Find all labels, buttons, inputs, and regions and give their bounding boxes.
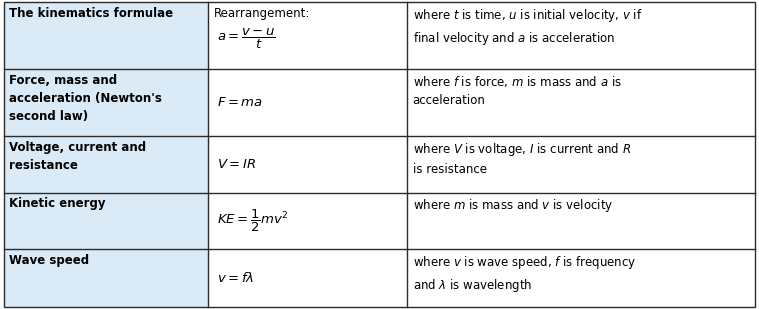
Text: Force, mass and
acceleration (Newton's
second law): Force, mass and acceleration (Newton's s…	[9, 74, 162, 123]
Text: Voltage, current and
resistance: Voltage, current and resistance	[9, 141, 146, 172]
Bar	[4, 193, 208, 249]
Text: where $m$ is mass and $v$ is velocity: where $m$ is mass and $v$ is velocity	[413, 197, 613, 214]
Text: where $t$ is time, $u$ is initial velocity, $v$ if
final velocity and $a$ is acc: where $t$ is time, $u$ is initial veloci…	[413, 7, 642, 47]
Text: Wave speed: Wave speed	[9, 254, 90, 267]
Bar	[408, 193, 755, 249]
Bar	[408, 69, 755, 136]
Text: $V = IR$: $V = IR$	[217, 158, 257, 171]
Text: Kinetic energy: Kinetic energy	[9, 197, 106, 210]
Text: $F = ma$: $F = ma$	[217, 96, 263, 109]
Bar	[208, 69, 408, 136]
Text: where $f$ is force, $m$ is mass and $a$ is
acceleration: where $f$ is force, $m$ is mass and $a$ …	[413, 74, 622, 107]
Bar	[4, 69, 208, 136]
Text: where $v$ is wave speed, $f$ is frequency
and $\lambda$ is wavelength: where $v$ is wave speed, $f$ is frequenc…	[413, 254, 636, 294]
Bar	[408, 136, 755, 193]
Bar	[208, 193, 408, 249]
Bar	[208, 136, 408, 193]
Bar	[4, 136, 208, 193]
Text: The kinematics formulae: The kinematics formulae	[9, 7, 173, 20]
Bar	[4, 249, 208, 307]
Text: Rearrangement:: Rearrangement:	[213, 7, 310, 20]
Text: $KE = \dfrac{1}{2}mv^2$: $KE = \dfrac{1}{2}mv^2$	[217, 208, 289, 234]
Text: where $V$ is voltage, $I$ is current and $R$
is resistance: where $V$ is voltage, $I$ is current and…	[413, 141, 631, 176]
Text: $v = f\lambda$: $v = f\lambda$	[217, 271, 254, 286]
Bar	[208, 2, 408, 69]
Bar	[208, 249, 408, 307]
Bar	[408, 249, 755, 307]
Bar	[4, 2, 208, 69]
Bar	[408, 2, 755, 69]
Text: $a = \dfrac{v - u}{t}$: $a = \dfrac{v - u}{t}$	[217, 27, 276, 51]
